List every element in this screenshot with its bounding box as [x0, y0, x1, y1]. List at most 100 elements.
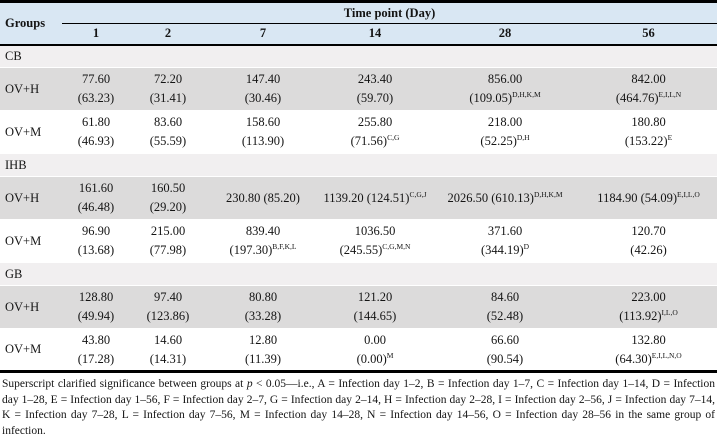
sd-value: (71.56)C,G [350, 132, 400, 148]
significance-superscript: I,L,O [661, 307, 678, 317]
value-cell: 158.60 (113.90) [206, 110, 320, 154]
sd-value: (344.19)D [480, 241, 530, 257]
value-cell: 43.80 (17.28) [62, 328, 130, 372]
value-cell: 147.40 (30.46) [206, 67, 320, 111]
mean-value: 84.60 [490, 290, 520, 304]
sd-value: (153.22)E [624, 132, 673, 148]
sd-value: (109.05)D,H,K,M [469, 89, 541, 105]
significance-superscript: C,G,J [409, 189, 427, 199]
value-cell: 839.40 (197.30)B,F,K,L [206, 219, 320, 263]
value-cell: 180.80 (153.22)E [580, 110, 717, 154]
mean-value: 61.80 [81, 115, 111, 129]
data-row-cb-ovh: OV+H 77.60 (63.23) 72.20 (31.41) 147.40 (30.46… [0, 67, 717, 111]
data-row-ihb-ovm: OV+M 96.90 (13.68) 215.00 (77.98) 839.40 (197.… [0, 219, 717, 263]
significance-superscript: D,H,K,M [512, 89, 541, 99]
value-cell: 97.40 (123.86) [130, 285, 206, 329]
footnote-text-after: < 0.05—i.e., A = Infection day 1–2, B = … [2, 378, 715, 437]
mean-value: 218.00 [487, 115, 523, 129]
sd-value: (245.55)C,G,M,N [339, 241, 411, 257]
value-cell: 66.60 (90.54) [430, 328, 580, 372]
mean-value: 371.60 [487, 224, 523, 238]
mean-value: 96.90 [81, 224, 111, 238]
mean-value: 842.00 [631, 72, 666, 86]
value-cell: 161.60 (46.48) [62, 176, 130, 220]
significance-superscript: E [667, 132, 673, 142]
mean-value: 72.20 [153, 72, 183, 86]
sd-value: (33.28) [244, 309, 282, 323]
mean-value: 243.40 [357, 72, 393, 86]
data-row-gb-ovh: OV+H 128.80 (49.94) 97.40 (123.86) 80.80 (33.2… [0, 285, 717, 329]
mean-sd-inline: 1184.90 (54.09)E,I,L,O [597, 189, 700, 205]
sd-value: (52.25)D,H [480, 132, 530, 148]
sd-value: (49.94) [77, 309, 115, 323]
mean-value: 0.00 [364, 332, 386, 347]
value-cell: 856.00 (109.05)D,H,K,M [430, 67, 580, 111]
value-cell: 132.80 (64.30)E,I,L,N,O [580, 328, 717, 372]
time-point-header: Time point (Day) [62, 1, 717, 24]
sd-value: (113.92)I,L,O [619, 307, 678, 323]
section-row-cb: CB [0, 44, 717, 68]
day-column-header-1: 1 [62, 23, 130, 46]
day-column-header-14: 14 [320, 23, 430, 46]
sd-value: (123.86) [146, 309, 190, 323]
significance-superscript: M [386, 350, 394, 360]
sd-value: (42.26) [630, 243, 667, 257]
significance-superscript: D [523, 241, 530, 251]
row-label: OV+H [0, 67, 62, 111]
sd-value: (113.90) [241, 134, 285, 148]
sd-value: (52.48) [486, 309, 524, 323]
sd-value: (59.70) [356, 91, 394, 105]
significance-superscript: C,G,M,N [382, 241, 411, 251]
value-cell: 12.80 (11.39) [206, 328, 320, 372]
row-label: OV+M [0, 219, 62, 263]
value-cell: 84.60 (52.48) [430, 285, 580, 329]
section-label: GB [0, 262, 717, 286]
table-body: CB OV+H 77.60 (63.23) 72.20 (31.41) 147.40 (30.… [0, 44, 717, 372]
sd-value: (64.30)E,I,L,N,O [615, 350, 682, 366]
value-cell: 230.80 (85.20) [206, 176, 320, 220]
sd-value: (31.41) [149, 91, 187, 105]
value-cell: 80.80 (33.28) [206, 285, 320, 329]
section-label: CB [0, 44, 717, 68]
sd-value: (11.39) [245, 351, 281, 366]
day-column-header-2: 2 [130, 23, 206, 46]
mean-value: 158.60 [245, 115, 281, 129]
section-row-ihb: IHB [0, 153, 717, 177]
mean-value: 66.60 [490, 332, 520, 347]
mean-value: 83.60 [153, 115, 183, 129]
mean-value: 856.00 [487, 72, 523, 86]
sd-value: (144.65) [353, 309, 397, 323]
significance-superscript: B,F,K,L [272, 241, 297, 251]
data-row-ihb-ovh: OV+H 161.60 (46.48) 160.50 (29.20) 230.80 (85… [0, 176, 717, 220]
mean-sd-inline: 1139.20 (124.51)C,G,J [323, 189, 427, 205]
row-label: OV+H [0, 285, 62, 329]
row-label: OV+H [0, 176, 62, 220]
sd-value: (90.54) [486, 351, 524, 366]
day-column-header-28: 28 [430, 23, 580, 46]
mean-value: 255.80 [357, 115, 393, 129]
sd-value: (55.59) [149, 134, 187, 148]
significance-superscript: E,I,L,N,O [651, 350, 682, 360]
mean-value: 215.00 [150, 224, 186, 238]
significance-superscript: E,I,L,O [677, 189, 700, 199]
sd-value: (77.98) [149, 243, 187, 257]
section-label: IHB [0, 153, 717, 177]
value-cell: 1036.50 (245.55)C,G,M,N [320, 219, 430, 263]
value-cell: 842.00 (464.76)E,I,L,N [580, 67, 717, 111]
sd-value: (13.68) [77, 243, 115, 257]
value-cell: 160.50 (29.20) [130, 176, 206, 220]
value-cell: 96.90 (13.68) [62, 219, 130, 263]
value-cell: 215.00 (77.98) [130, 219, 206, 263]
mean-value: 223.00 [631, 290, 666, 304]
mean-value: 128.80 [78, 290, 114, 304]
sd-value: (29.20) [149, 200, 187, 214]
value-cell: 255.80 (71.56)C,G [320, 110, 430, 154]
mean-value: 147.40 [245, 72, 281, 86]
value-cell: 2026.50 (610.13)D,H,K,M [430, 176, 580, 220]
mean-value: 120.70 [631, 224, 666, 238]
mean-value: 43.80 [81, 332, 111, 347]
value-cell: 72.20 (31.41) [130, 67, 206, 111]
table-header: Groups Time point (Day) 1 2 7 14 28 56 [0, 1, 717, 46]
mean-value: 1036.50 [354, 224, 396, 238]
day-column-header-56: 56 [580, 23, 717, 46]
